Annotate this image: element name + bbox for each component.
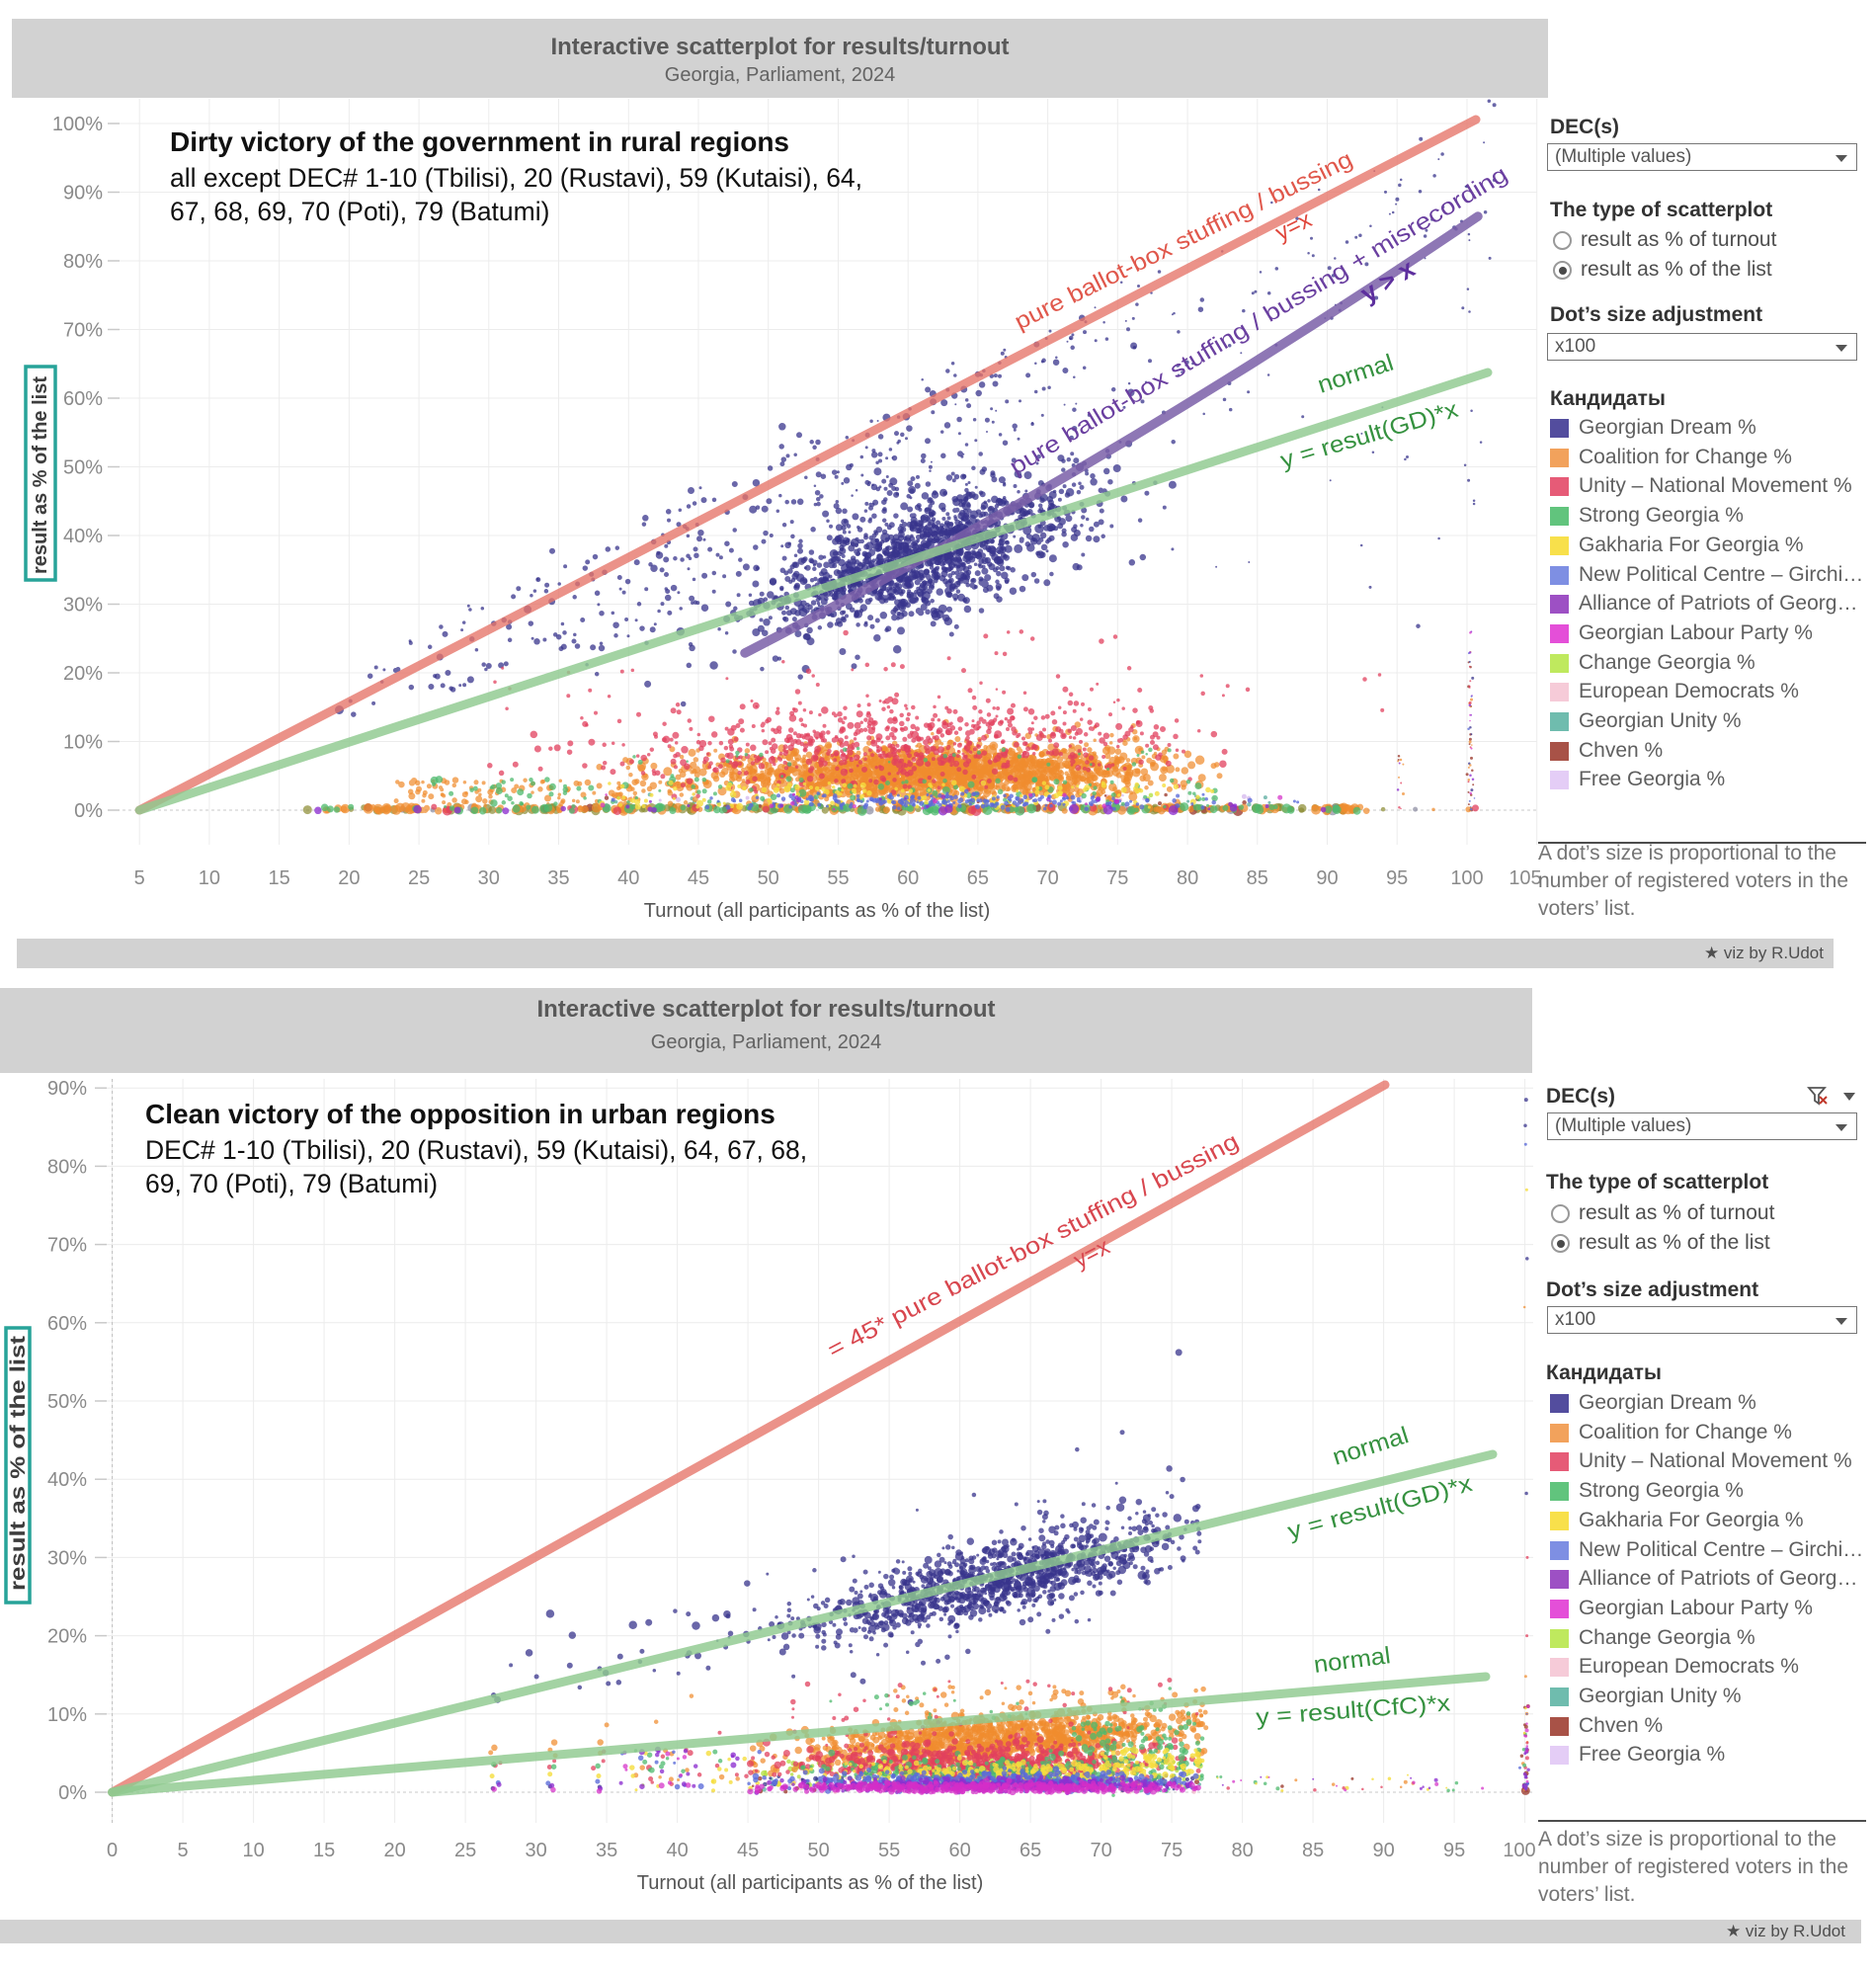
svg-text:70%: 70% [47, 1235, 87, 1257]
svg-text:10: 10 [199, 867, 220, 889]
svg-text:50%: 50% [47, 1391, 87, 1413]
svg-text:25: 25 [408, 867, 430, 889]
svg-text:75: 75 [1106, 867, 1128, 889]
svg-text:85: 85 [1247, 867, 1268, 889]
svg-text:30: 30 [478, 867, 500, 889]
svg-text:Turnout (all participants as %: Turnout (all participants as % of the li… [644, 900, 991, 922]
svg-text:Turnout (all participants as %: Turnout (all participants as % of the li… [637, 1872, 984, 1894]
svg-text:40: 40 [666, 1840, 688, 1861]
svg-text:65: 65 [1020, 1840, 1041, 1861]
svg-text:20%: 20% [63, 663, 103, 685]
svg-text:40%: 40% [47, 1469, 87, 1491]
svg-text:30%: 30% [63, 595, 103, 617]
svg-text:60: 60 [897, 867, 919, 889]
svg-text:70: 70 [1090, 1840, 1111, 1861]
svg-text:10%: 10% [47, 1704, 87, 1726]
svg-text:y=x: y=x [1271, 206, 1316, 246]
svg-text:result as % of the list: result as % of the list [30, 376, 51, 574]
svg-text:55: 55 [827, 867, 849, 889]
svg-text:50: 50 [807, 1840, 829, 1861]
svg-text:100%: 100% [52, 114, 103, 135]
svg-text:90: 90 [1372, 1840, 1394, 1861]
svg-text:10: 10 [242, 1840, 264, 1861]
svg-text:45: 45 [737, 1840, 759, 1861]
svg-text:85: 85 [1302, 1840, 1324, 1861]
svg-text:normal: normal [1330, 1422, 1412, 1471]
svg-text:45: 45 [688, 867, 709, 889]
svg-text:80%: 80% [47, 1156, 87, 1178]
svg-text:70%: 70% [63, 320, 103, 342]
svg-text:90%: 90% [47, 1078, 87, 1100]
svg-text:65: 65 [967, 867, 989, 889]
svg-text:30: 30 [525, 1840, 546, 1861]
svg-text:20: 20 [383, 1840, 405, 1861]
svg-text:40%: 40% [63, 526, 103, 547]
svg-text:5: 5 [178, 1840, 189, 1861]
svg-text:100: 100 [1450, 867, 1483, 889]
svg-text:75: 75 [1161, 1840, 1183, 1861]
svg-text:10%: 10% [63, 732, 103, 754]
svg-text:90%: 90% [63, 183, 103, 205]
svg-text:20%: 20% [47, 1626, 87, 1648]
svg-text:35: 35 [596, 1840, 617, 1861]
svg-text:0: 0 [107, 1840, 118, 1861]
svg-text:95: 95 [1443, 1840, 1465, 1861]
svg-text:0%: 0% [58, 1782, 87, 1804]
svg-text:105: 105 [1509, 867, 1541, 889]
svg-text:60%: 60% [47, 1313, 87, 1335]
svg-text:60: 60 [948, 1840, 970, 1861]
svg-text:70: 70 [1036, 867, 1058, 889]
svg-text:15: 15 [313, 1840, 335, 1861]
svg-text:30%: 30% [47, 1547, 87, 1569]
svg-text:25: 25 [454, 1840, 476, 1861]
svg-text:5: 5 [134, 867, 145, 889]
svg-text:80%: 80% [63, 251, 103, 273]
svg-text:55: 55 [878, 1840, 900, 1861]
svg-text:100: 100 [1503, 1840, 1535, 1861]
svg-text:= 45* pure ballot-box stuffing: = 45* pure ballot-box stuffing / bussing [823, 1128, 1242, 1363]
svg-text:60%: 60% [63, 388, 103, 410]
svg-text:80: 80 [1177, 867, 1198, 889]
svg-text:result as % of the list: result as % of the list [7, 1336, 30, 1591]
svg-text:15: 15 [268, 867, 289, 889]
svg-text:95: 95 [1386, 867, 1408, 889]
svg-text:90: 90 [1316, 867, 1338, 889]
svg-text:0%: 0% [74, 800, 103, 822]
svg-text:35: 35 [547, 867, 569, 889]
svg-text:40: 40 [617, 867, 639, 889]
svg-text:20: 20 [338, 867, 360, 889]
svg-text:50%: 50% [63, 457, 103, 479]
svg-text:80: 80 [1231, 1840, 1253, 1861]
svg-text:normal: normal [1312, 1642, 1392, 1679]
svg-text:50: 50 [758, 867, 779, 889]
